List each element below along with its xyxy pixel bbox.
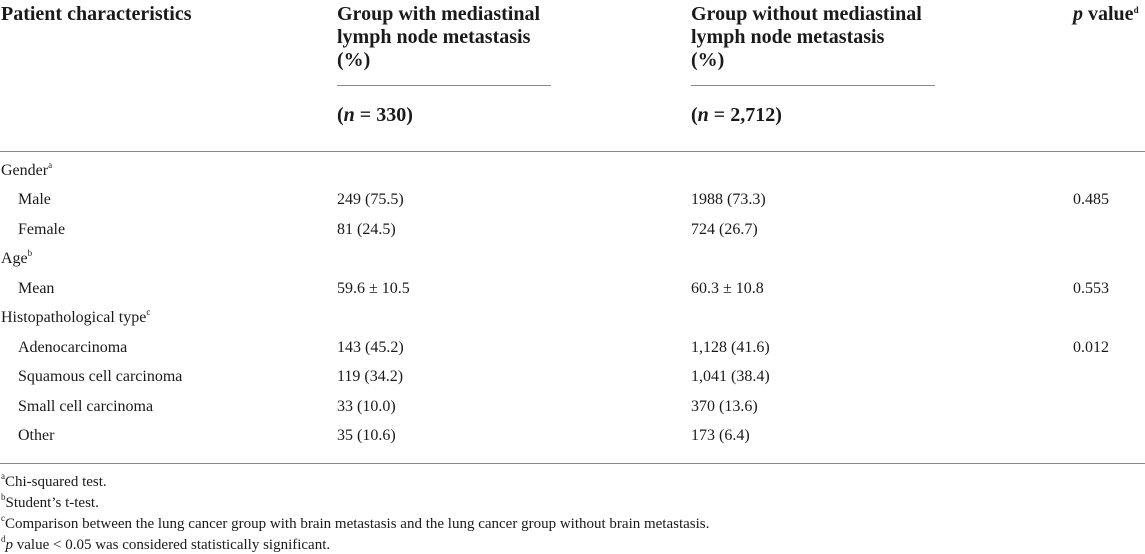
footnote-mark: d bbox=[1133, 5, 1139, 15]
footnote-text: Chi-squared test. bbox=[5, 474, 107, 490]
n-symbol: n bbox=[697, 104, 709, 126]
n-without: (n = 2,712) bbox=[691, 104, 782, 126]
header-line: Group with mediastinal bbox=[337, 3, 540, 25]
footnote: cComparison between the lung cancer grou… bbox=[1, 513, 710, 533]
row-label: Histopathological typec bbox=[1, 308, 150, 327]
cell-without: 173 (6.4) bbox=[691, 427, 750, 444]
row-label: Small cell carcinoma bbox=[18, 397, 153, 416]
row-label-text: Adenocarcinoma bbox=[18, 339, 128, 356]
row-label: Male bbox=[18, 190, 51, 209]
p-symbol: p bbox=[1073, 3, 1083, 25]
footnote-mark: b bbox=[1, 492, 6, 502]
footnote-text: Student’s t-test. bbox=[5, 495, 99, 511]
row-label: Gendera bbox=[1, 161, 52, 180]
footnote-mark: d bbox=[1, 534, 6, 544]
header-group-without: Group without mediastinal lymph node met… bbox=[691, 3, 922, 72]
cell-with: 143 (45.2) bbox=[337, 339, 404, 356]
header-line: lymph node metastasis bbox=[691, 26, 885, 48]
cell-with: 119 (34.2) bbox=[337, 368, 404, 385]
row-label: Adenocarcinoma bbox=[18, 338, 127, 357]
cell-with: 249 (75.5) bbox=[337, 191, 404, 208]
footnote: aChi-squared test. bbox=[1, 471, 107, 491]
header-label: Patient characteristics bbox=[1, 3, 192, 25]
row-label: Ageb bbox=[1, 249, 32, 268]
footnote-mark: c bbox=[1, 513, 5, 523]
row-label-text: Age bbox=[1, 250, 28, 267]
row-label: Female bbox=[18, 220, 65, 239]
spanner-rule-with bbox=[337, 85, 551, 86]
footnote-mark: a bbox=[1, 471, 5, 481]
cell-with: 33 (10.0) bbox=[337, 398, 396, 415]
cell-without: 1,041 (38.4) bbox=[691, 368, 770, 385]
row-label-text: Histopathological type bbox=[1, 309, 147, 326]
header-group-with: Group with mediastinal lymph node metast… bbox=[337, 3, 540, 72]
footnote-text: Comparison between the lung cancer group… bbox=[5, 516, 710, 532]
cell-p: 0.012 bbox=[1073, 339, 1109, 356]
cell-with: 35 (10.6) bbox=[337, 427, 396, 444]
n-with: (n = 330) bbox=[337, 104, 413, 126]
row-label-text: Small cell carcinoma bbox=[18, 398, 154, 415]
cell-without: 370 (13.6) bbox=[691, 398, 758, 415]
header-bottom-rule bbox=[0, 151, 1145, 152]
cell-without: 1,128 (41.6) bbox=[691, 339, 770, 356]
footnote-italic: p bbox=[5, 537, 14, 553]
row-label: Other bbox=[18, 426, 54, 445]
header-line: (%) bbox=[691, 49, 725, 71]
n-value: = 330 bbox=[359, 104, 407, 126]
n-value: = 2,712 bbox=[713, 104, 776, 126]
header-line: Group without mediastinal bbox=[691, 3, 922, 25]
row-label-text: Male bbox=[18, 191, 51, 208]
cell-p: 0.485 bbox=[1073, 191, 1109, 208]
footnote-mark: b bbox=[27, 248, 33, 258]
row-label-text: Squamous cell carcinoma bbox=[18, 368, 183, 385]
row-label: Mean bbox=[18, 279, 54, 298]
row-label: Squamous cell carcinoma bbox=[18, 367, 182, 386]
footnote: bStudent’s t-test. bbox=[1, 492, 99, 512]
cell-without: 724 (26.7) bbox=[691, 221, 758, 238]
cell-with: 81 (24.5) bbox=[337, 221, 396, 238]
header-line: lymph node metastasis bbox=[337, 26, 531, 48]
row-label-text: Other bbox=[18, 427, 55, 444]
row-label-text: Mean bbox=[18, 280, 55, 297]
header-line: (%) bbox=[337, 49, 371, 71]
cell-p: 0.553 bbox=[1073, 280, 1109, 297]
spanner-rule-without bbox=[691, 85, 935, 86]
footnote-mark: c bbox=[146, 307, 151, 317]
n-symbol: n bbox=[343, 104, 355, 126]
row-label-text: Female bbox=[18, 221, 66, 238]
cell-with: 59.6 ± 10.5 bbox=[337, 280, 410, 297]
cell-without: 60.3 ± 10.8 bbox=[691, 280, 764, 297]
p-value-label: value bbox=[1088, 3, 1134, 25]
footnote-text: value < 0.05 was considered statisticall… bbox=[13, 537, 331, 553]
footnote: dp value < 0.05 was considered statistic… bbox=[1, 534, 331, 554]
header-p-value: p valued bbox=[1073, 3, 1139, 26]
footnote-mark: a bbox=[48, 160, 53, 170]
cell-without: 1988 (73.3) bbox=[691, 191, 766, 208]
table-bottom-rule bbox=[0, 463, 1145, 464]
row-label-text: Gender bbox=[1, 162, 49, 179]
header-patient-characteristics: Patient characteristics bbox=[1, 3, 191, 26]
